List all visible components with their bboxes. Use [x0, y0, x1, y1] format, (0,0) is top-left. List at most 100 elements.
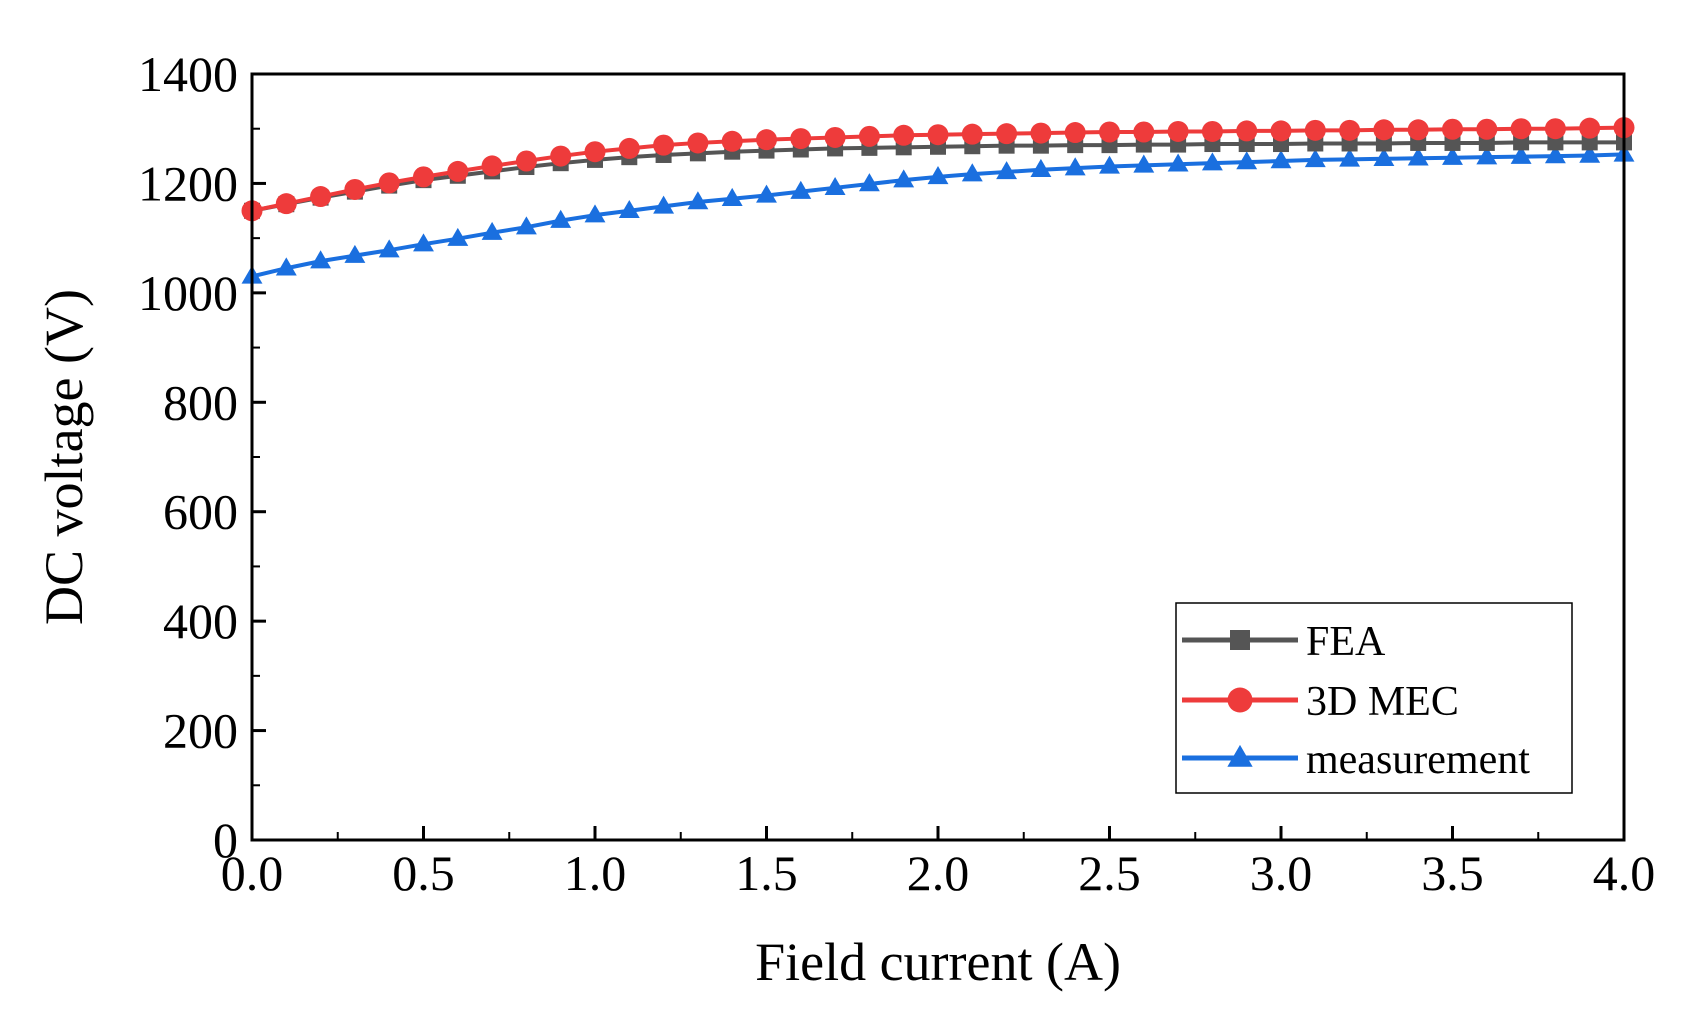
data-point	[927, 124, 949, 146]
data-point	[1030, 122, 1052, 144]
data-point	[447, 160, 469, 182]
data-point	[1579, 117, 1601, 139]
data-point	[961, 123, 983, 145]
x-tick-label: 2.0	[907, 845, 970, 901]
data-point	[275, 257, 297, 276]
data-point	[550, 209, 572, 228]
x-axis-label: Field current (A)	[755, 932, 1121, 992]
data-point	[893, 169, 915, 188]
data-point	[653, 195, 675, 214]
data-point	[378, 172, 400, 194]
data-point	[1133, 121, 1155, 143]
data-point	[893, 124, 915, 146]
data-point	[1270, 150, 1292, 169]
y-tick-label: 1400	[138, 46, 238, 102]
data-point	[756, 129, 777, 151]
data-point	[858, 125, 880, 147]
series-layer	[241, 117, 1635, 284]
x-tick-label: 0.5	[392, 845, 455, 901]
y-tick-label: 400	[163, 593, 238, 649]
data-point	[275, 193, 297, 215]
data-point	[1064, 122, 1086, 144]
data-point	[824, 126, 846, 148]
data-point	[927, 166, 949, 185]
x-tick-label: 1.0	[564, 845, 627, 901]
series-measurement	[241, 143, 1635, 284]
data-point	[1030, 158, 1052, 177]
legend-marker	[1227, 744, 1253, 767]
data-point	[790, 128, 812, 150]
data-point	[378, 239, 400, 258]
data-point	[1544, 118, 1566, 140]
x-tick-label: 0.0	[221, 845, 284, 901]
data-point	[1581, 134, 1598, 151]
legend-marker	[1230, 630, 1250, 650]
data-point	[1236, 151, 1258, 170]
data-point	[756, 184, 777, 203]
x-tick-label: 3.5	[1421, 845, 1484, 901]
data-point	[481, 155, 503, 177]
data-point	[413, 166, 434, 188]
y-tick-label: 200	[163, 703, 238, 759]
x-tick-label: 3.0	[1250, 845, 1313, 901]
legend-marker	[1227, 687, 1253, 713]
data-point	[1201, 152, 1223, 171]
data-point	[550, 145, 572, 167]
data-point	[310, 250, 332, 269]
data-point	[1442, 146, 1463, 165]
data-point	[996, 123, 1018, 145]
legend-label: FEA	[1306, 619, 1386, 665]
data-point	[1476, 146, 1498, 165]
y-axis-label: DC voltage (V)	[34, 289, 94, 625]
x-tick-label: 1.5	[735, 845, 798, 901]
data-point	[515, 150, 537, 172]
data-point	[1270, 120, 1292, 142]
axes-layer: 0.0 0.5 1.0 1.5 2.0 2.5 3.0 3.5 4.0 0 200 400 600 800…	[138, 46, 1655, 901]
data-point	[1544, 145, 1566, 164]
data-point	[584, 141, 606, 163]
data-point	[687, 191, 709, 210]
data-point	[790, 180, 812, 199]
data-point	[618, 199, 640, 219]
y-tick-label: 1000	[138, 265, 238, 321]
data-point	[344, 178, 366, 200]
data-point	[961, 163, 983, 182]
data-point	[721, 187, 743, 206]
x-tick-label: 4.0	[1593, 845, 1656, 901]
data-point	[1373, 119, 1395, 141]
data-point	[1167, 153, 1189, 172]
data-point	[653, 134, 675, 156]
x-tick-label: 2.5	[1078, 845, 1141, 901]
data-point	[1133, 154, 1155, 173]
data-point	[584, 204, 606, 223]
data-point	[858, 173, 880, 192]
data-point	[1442, 118, 1463, 140]
data-point	[1373, 147, 1395, 167]
series-3d-mec	[241, 117, 1635, 222]
legend: FEA 3D MEC measurement	[1175, 602, 1573, 794]
data-point	[687, 132, 709, 154]
y-tick-label: 800	[163, 374, 238, 430]
data-point	[1579, 144, 1601, 163]
data-point	[413, 233, 434, 252]
y-tick-label: 0	[213, 812, 238, 868]
data-point	[1510, 145, 1532, 164]
data-point	[1407, 147, 1429, 166]
data-point	[1304, 119, 1326, 141]
data-point	[1339, 148, 1361, 167]
data-point	[515, 216, 537, 235]
data-point	[344, 244, 366, 263]
data-point	[1304, 149, 1326, 168]
data-point	[1236, 120, 1258, 142]
data-point	[1064, 157, 1086, 176]
data-point	[1167, 120, 1189, 142]
y-tick-label: 1200	[138, 155, 238, 211]
legend-label: measurement	[1306, 737, 1530, 783]
data-point	[1407, 119, 1429, 141]
data-point	[721, 130, 743, 152]
data-point	[1510, 118, 1532, 140]
data-point	[447, 227, 469, 246]
data-point	[618, 137, 640, 159]
